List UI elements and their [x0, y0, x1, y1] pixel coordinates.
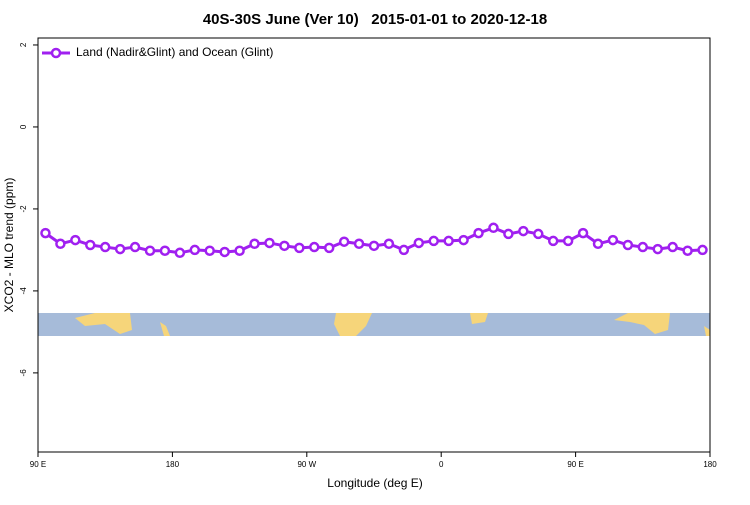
data-point — [607, 234, 619, 246]
y-axis-label: XCO2 - MLO trend (ppm) — [2, 178, 16, 313]
data-point — [219, 246, 230, 258]
data-point — [159, 245, 171, 256]
y-tick-label: 2 — [19, 42, 28, 47]
data-point — [667, 241, 678, 253]
data-point — [249, 238, 260, 250]
legend-marker — [50, 47, 62, 59]
data-point — [294, 242, 305, 254]
x-tick-label: 180 — [166, 460, 180, 469]
data-point — [85, 239, 96, 251]
data-point — [488, 222, 499, 234]
data-point — [503, 228, 514, 240]
data-point — [204, 245, 215, 256]
data-point — [99, 241, 111, 253]
map-strip — [38, 313, 710, 336]
data-point — [413, 237, 425, 249]
data-point — [144, 245, 156, 256]
data-point — [398, 244, 410, 256]
data-point — [428, 235, 439, 247]
data-point — [129, 241, 141, 253]
data-point — [383, 238, 395, 250]
data-point — [443, 235, 454, 247]
data-point — [323, 242, 335, 254]
data-point — [518, 225, 529, 237]
y-tick-label: 0 — [19, 124, 28, 129]
data-point — [174, 247, 186, 259]
x-tick-label: 90 E — [30, 460, 46, 469]
legend-label: Land (Nadir&Glint) and Ocean (Glint) — [76, 45, 273, 59]
data-point — [577, 227, 589, 239]
data-point — [309, 241, 320, 253]
data-point — [353, 238, 365, 250]
data-point — [592, 238, 604, 250]
y-tick-label: -6 — [19, 369, 28, 377]
x-tick-label: 0 — [439, 460, 444, 469]
data-point — [562, 235, 574, 247]
data-point — [55, 238, 66, 250]
chart-title: 40S-30S June (Ver 10) 2015-01-01 to 2020… — [203, 11, 547, 28]
data-point — [473, 227, 484, 239]
data-point — [279, 240, 290, 252]
plot-frame — [37, 37, 711, 453]
data-point — [533, 228, 544, 240]
x-tick-label: 180 — [703, 460, 717, 469]
x-tick-label: 90 W — [297, 460, 316, 469]
data-point — [70, 234, 81, 246]
data-point — [458, 234, 469, 246]
data-point — [114, 243, 126, 255]
y-tick-label: -4 — [19, 287, 28, 295]
data-point — [368, 240, 380, 252]
data-point — [234, 245, 245, 256]
data-point — [697, 244, 708, 256]
data-point — [547, 235, 559, 247]
data-point — [637, 241, 649, 253]
x-axis-label: Longitude (deg E) — [327, 476, 422, 490]
data-point — [338, 236, 350, 247]
data-point — [682, 245, 693, 256]
data-point — [622, 239, 634, 251]
y-tick-label: -2 — [19, 205, 28, 213]
data-point — [189, 244, 201, 256]
data-point — [652, 243, 663, 255]
x-tick-label: 90 E — [567, 460, 583, 469]
data-point — [264, 237, 275, 249]
data-point — [40, 227, 51, 239]
